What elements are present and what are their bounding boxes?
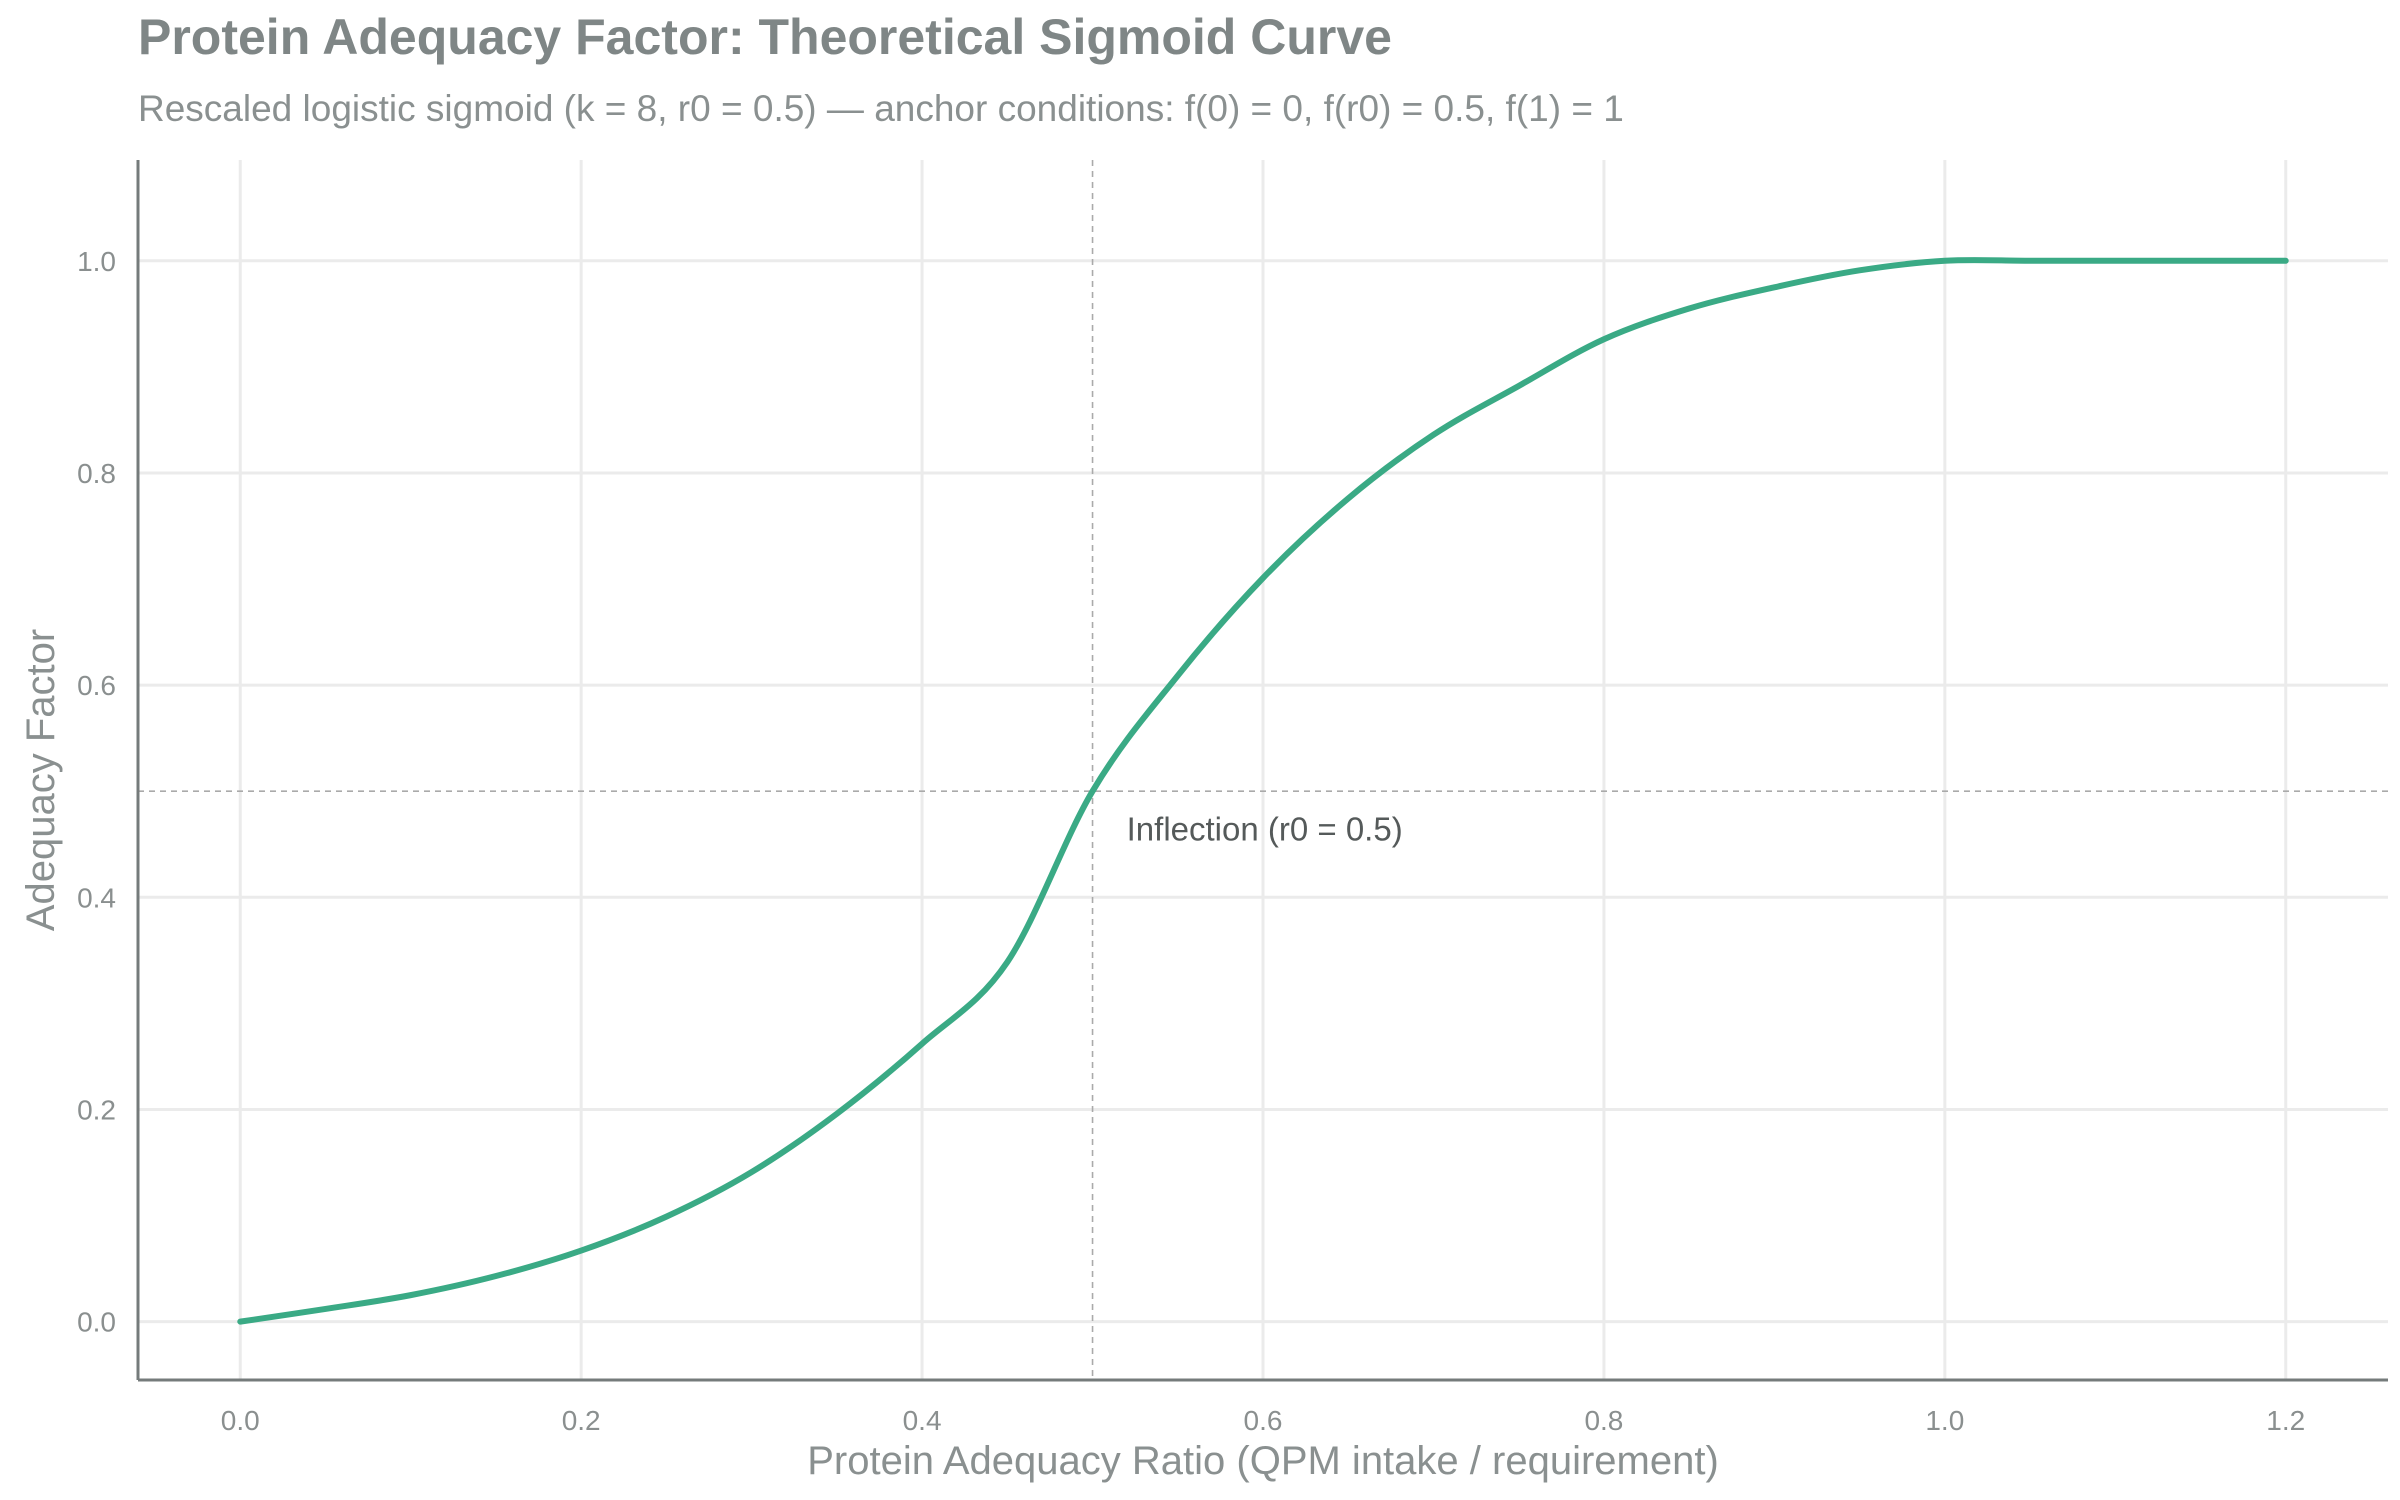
x-tick-label-4: 0.8 [1584, 1405, 1623, 1436]
y-axis-title: Adequacy Factor [19, 629, 63, 931]
x-axis-title: Protein Adequacy Ratio (QPM intake / req… [807, 1439, 1719, 1483]
series-layer [237, 257, 2289, 1325]
chart-subtitle: Rescaled logistic sigmoid (k = 8, r0 = 0… [138, 88, 1624, 129]
x-tick-label-1: 0.2 [562, 1405, 601, 1436]
grid-lines [138, 160, 2388, 1380]
tick-labels: 0.0 0.2 0.4 0.6 0.8 1.0 1.2 0.0 0.2 0.4 0.6 0.8 1.0 [77, 246, 2305, 1436]
x-tick-label-5: 1.0 [1925, 1405, 1964, 1436]
x-tick-label-2: 0.4 [903, 1405, 942, 1436]
x-tick-label-3: 0.6 [1244, 1405, 1283, 1436]
y-tick-label-3: 0.6 [77, 670, 116, 701]
chart-title: Protein Adequacy Factor: Theoretical Sig… [138, 9, 1392, 65]
y-tick-label-5: 1.0 [77, 246, 116, 277]
x-tick-label-6: 1.2 [2266, 1405, 2305, 1436]
y-tick-label-4: 0.8 [77, 458, 116, 489]
x-tick-label-0: 0.0 [221, 1405, 260, 1436]
axes [136, 160, 2388, 1382]
y-tick-label-2: 0.4 [77, 882, 116, 913]
y-tick-label-1: 0.2 [77, 1094, 116, 1125]
y-tick-label-0: 0.0 [77, 1307, 116, 1338]
inflection-annotation: Inflection (r0 = 0.5) [1127, 810, 1403, 847]
sigmoid-series-line [237, 257, 2289, 1325]
reference-lines [138, 160, 2388, 1380]
